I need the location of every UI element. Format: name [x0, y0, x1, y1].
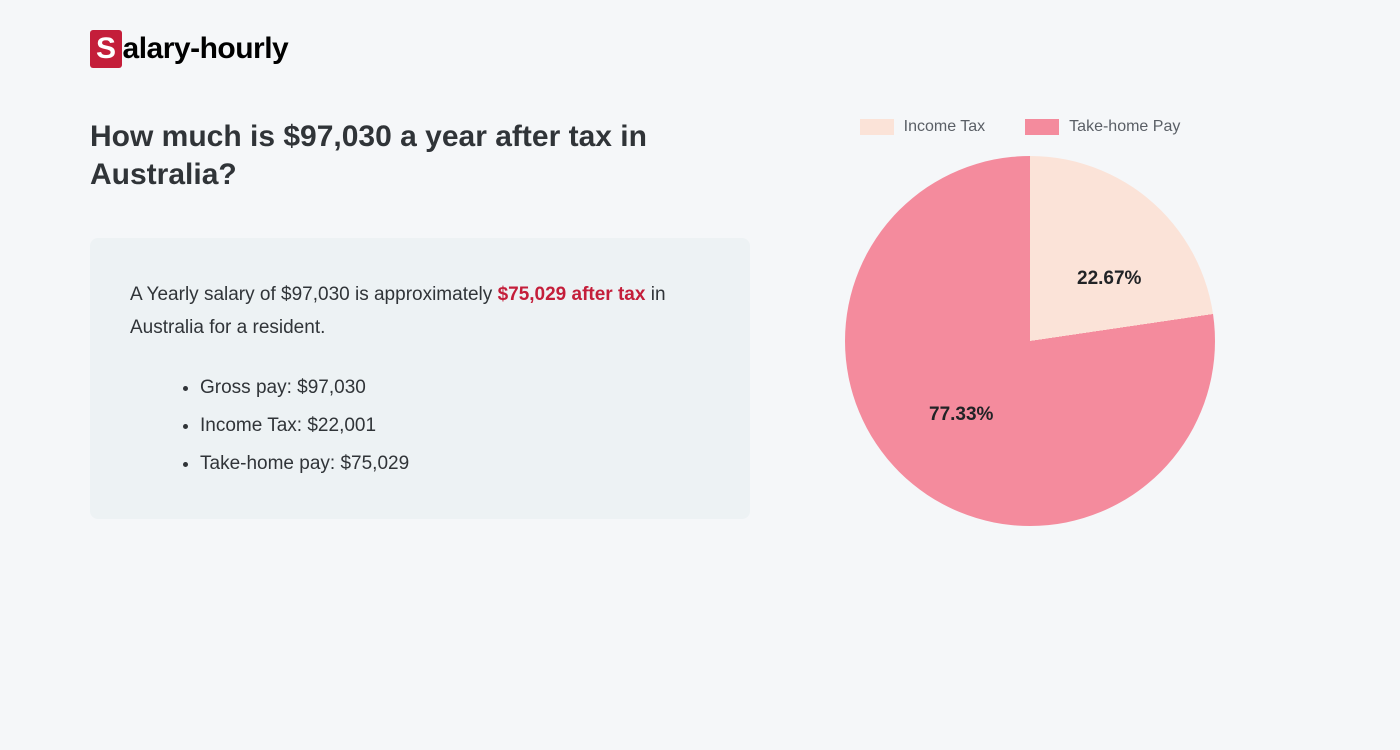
list-item: Income Tax: $22,001 [200, 407, 710, 445]
legend-label: Take-home Pay [1069, 118, 1180, 136]
legend-item: Income Tax [860, 118, 986, 136]
right-column: Income Tax Take-home Pay 22.67% 77.33% [810, 118, 1230, 526]
summary-card: A Yearly salary of $97,030 is approximat… [90, 238, 750, 519]
legend-item: Take-home Pay [1025, 118, 1180, 136]
site-logo: Salary-hourly [90, 30, 1310, 68]
list-item: Gross pay: $97,030 [200, 369, 710, 407]
page-title: How much is $97,030 a year after tax in … [90, 118, 750, 193]
list-item: Take-home pay: $75,029 [200, 445, 710, 483]
legend-swatch [860, 119, 894, 135]
breakdown-list: Gross pay: $97,030 Income Tax: $22,001 T… [130, 369, 710, 483]
pie-chart: 22.67% 77.33% [845, 156, 1215, 526]
pie-graphic [845, 156, 1215, 526]
slice-label: 77.33% [929, 404, 993, 426]
summary-highlight: $75,029 after tax [498, 284, 646, 305]
left-column: How much is $97,030 a year after tax in … [90, 118, 750, 526]
legend-label: Income Tax [904, 118, 986, 136]
summary-pre: A Yearly salary of $97,030 is approximat… [130, 284, 498, 305]
logo-badge: S [90, 30, 122, 68]
chart-legend: Income Tax Take-home Pay [860, 118, 1181, 136]
slice-label: 22.67% [1077, 268, 1141, 290]
summary-text: A Yearly salary of $97,030 is approximat… [130, 278, 710, 345]
logo-text: alary-hourly [123, 32, 289, 66]
legend-swatch [1025, 119, 1059, 135]
main-content: How much is $97,030 a year after tax in … [90, 118, 1310, 526]
